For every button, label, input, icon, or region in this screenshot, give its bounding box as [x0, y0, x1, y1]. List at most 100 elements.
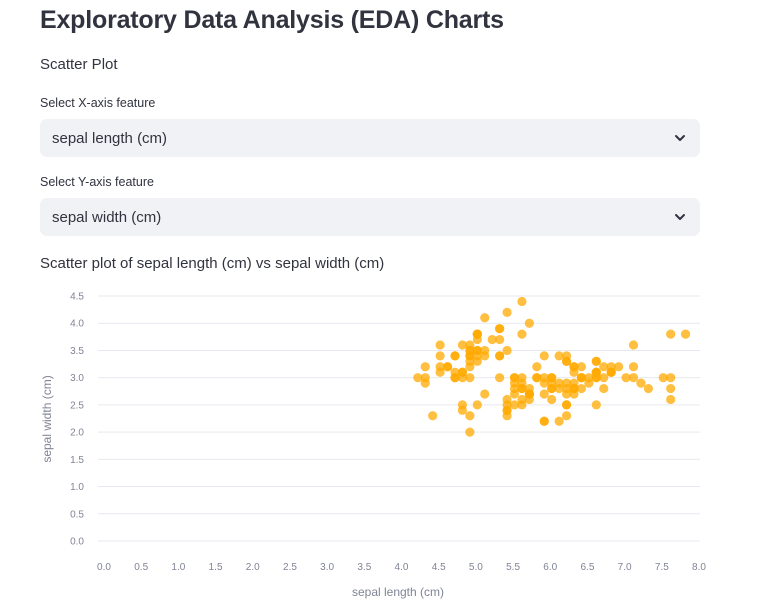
grid-lines [98, 295, 700, 542]
scatter-point[interactable] [435, 351, 445, 361]
x-axis-select[interactable]: sepal length (cm) [40, 119, 700, 157]
scatter-point[interactable] [614, 362, 624, 372]
scatter-point[interactable] [480, 389, 490, 399]
scatter-point[interactable] [472, 329, 482, 339]
scatter-point[interactable] [480, 351, 490, 361]
scatter-point[interactable] [450, 351, 460, 361]
scatter-point[interactable] [539, 373, 549, 383]
scatter-point[interactable] [547, 394, 557, 405]
scatter-point[interactable] [554, 351, 564, 361]
chevron-down-icon [672, 209, 688, 225]
x-tick-label: 7.0 [618, 562, 632, 573]
scatter-point[interactable] [428, 411, 438, 421]
scatter-point[interactable] [480, 313, 490, 323]
scatter-point[interactable] [576, 373, 587, 383]
scatter-point[interactable] [517, 329, 527, 339]
y-tick-label: 4.0 [70, 319, 84, 330]
scatter-point[interactable] [420, 373, 430, 383]
x-tick-label: 3.5 [357, 562, 371, 573]
scatter-point[interactable] [517, 400, 527, 410]
scatter-point[interactable] [666, 329, 676, 339]
scatter-point[interactable] [539, 351, 549, 361]
scatter-point[interactable] [517, 296, 527, 307]
scatter-point[interactable] [561, 383, 572, 394]
scatter-point[interactable] [472, 351, 482, 361]
scatter-point[interactable] [561, 411, 572, 421]
scatter-point[interactable] [576, 362, 587, 372]
scatter-point[interactable] [658, 373, 668, 383]
scatter-point[interactable] [465, 427, 475, 437]
scatter-point[interactable] [457, 340, 468, 350]
scatter-point[interactable] [517, 383, 527, 394]
scatter-point[interactable] [547, 373, 557, 383]
scatter-point[interactable] [591, 356, 601, 366]
y-tick-label: 0.0 [70, 537, 84, 548]
scatter-point[interactable] [495, 373, 505, 383]
scatter-point[interactable] [599, 383, 609, 394]
x-tick-label: 6.0 [543, 562, 557, 573]
scatter-point[interactable] [599, 362, 609, 372]
scatter-point[interactable] [621, 373, 631, 383]
scatter-point[interactable] [576, 383, 587, 394]
scatter-point[interactable] [532, 362, 542, 372]
x-tick-label: 5.5 [506, 562, 520, 573]
scatter-point[interactable] [509, 373, 520, 383]
scatter-point[interactable] [413, 373, 423, 383]
scatter-point[interactable] [599, 373, 609, 383]
scatter-point[interactable] [561, 400, 572, 410]
y-axis-select-value: sepal width (cm) [52, 208, 162, 226]
scatter-point[interactable] [569, 367, 579, 377]
scatter-point[interactable] [450, 373, 460, 383]
scatter-point[interactable] [465, 356, 475, 366]
scatter-point[interactable] [547, 383, 557, 394]
scatter-point[interactable] [457, 400, 468, 410]
scatter-point[interactable] [628, 373, 639, 383]
x-tick-label: 1.0 [171, 562, 185, 573]
scatter-point[interactable] [509, 400, 520, 410]
scatter-point[interactable] [495, 334, 505, 345]
scatter-point[interactable] [666, 394, 676, 405]
scatter-point[interactable] [442, 362, 453, 372]
scatter-point[interactable] [584, 373, 594, 383]
scatter-point[interactable] [435, 340, 445, 350]
scatter-point[interactable] [524, 389, 534, 399]
scatter-point[interactable] [628, 362, 639, 372]
scatter-point[interactable] [539, 389, 549, 399]
scatter-point[interactable] [628, 340, 639, 350]
scatter-point[interactable] [502, 394, 512, 405]
scatter-point[interactable] [666, 383, 676, 394]
scatter-point[interactable] [435, 362, 445, 372]
y-axis-select[interactable]: sepal width (cm) [40, 198, 700, 236]
scatter-point[interactable] [666, 373, 676, 383]
scatter-point[interactable] [680, 329, 691, 339]
scatter-point[interactable] [502, 345, 512, 356]
scatter-point[interactable] [554, 416, 564, 426]
scatter-point[interactable] [509, 383, 520, 394]
x-tick-label: 6.5 [580, 562, 594, 573]
section-label: Scatter Plot [40, 56, 118, 73]
chart-title: Scatter plot of sepal length (cm) vs sep… [40, 255, 385, 272]
scatter-point[interactable] [465, 373, 475, 383]
scatter-point[interactable] [524, 318, 534, 328]
scatter-point[interactable] [420, 362, 430, 372]
scatter-point[interactable] [591, 400, 601, 410]
scatter-point[interactable] [465, 411, 475, 421]
scatter-point[interactable] [643, 383, 653, 394]
scatter-point[interactable] [591, 373, 601, 383]
scatter-point[interactable] [554, 383, 564, 394]
scatter-point[interactable] [606, 367, 616, 377]
scatter-point[interactable] [532, 373, 542, 383]
scatter-point[interactable] [487, 334, 497, 345]
x-tick-label: 2.5 [283, 562, 297, 573]
scatter-point[interactable] [502, 307, 512, 317]
scatter-point[interactable] [457, 367, 468, 377]
scatter-point[interactable] [465, 345, 475, 356]
scatter-point[interactable] [636, 378, 646, 388]
scatter-point[interactable] [561, 351, 572, 361]
scatter-point[interactable] [495, 324, 505, 334]
scatter-point[interactable] [495, 351, 505, 361]
scatter-point[interactable] [569, 383, 579, 394]
scatter-point[interactable] [539, 416, 549, 426]
scatter-point[interactable] [472, 400, 482, 410]
